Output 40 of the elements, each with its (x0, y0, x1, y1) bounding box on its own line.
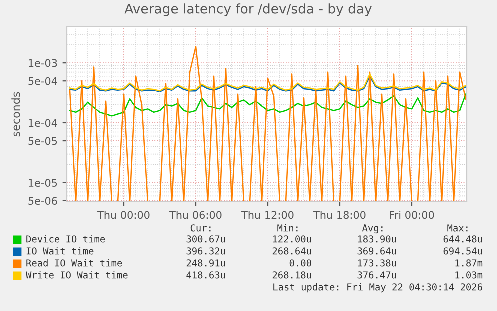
text: 644.48u (444, 236, 482, 243)
text: 300.67u (186, 236, 226, 243)
text: 183.90u (358, 236, 396, 243)
y-tick-label: 1e-03 (29, 59, 58, 68)
chart-title: Average latency for /dev/sda - by day (124, 4, 372, 16)
line-series (69, 46, 467, 202)
y-axis-title: seconds (12, 92, 20, 137)
text: 1.03m (456, 272, 483, 279)
text: 694.54u (444, 248, 482, 255)
x-tick-label: Thu 18:00 (314, 211, 366, 220)
line-series (69, 94, 467, 117)
y-tick-label: 5e-06 (28, 197, 58, 206)
text: Max: (448, 224, 468, 232)
text: 268.18u (272, 272, 312, 279)
x-tick-label: Thu 06:00 (170, 211, 222, 220)
text: Min: (278, 224, 298, 232)
legend-label: Device IO time (26, 235, 106, 243)
legend-label: IO Wait time (26, 247, 94, 255)
text: 376.47u (358, 272, 396, 279)
legend-label: Read IO Wait time (26, 259, 122, 267)
text: 418.63u (186, 272, 226, 279)
x-tick-label: Thu 12:00 (242, 211, 294, 220)
text: 248.91u (186, 260, 226, 267)
x-tick-label: Thu 00:00 (98, 211, 150, 220)
y-tick-label: 5e-04 (28, 77, 58, 86)
text: 1.87m (456, 260, 483, 267)
text: 122.00u (273, 236, 312, 243)
text: 369.64u (358, 248, 396, 255)
x-tick-label: Fri 00:00 (390, 211, 434, 220)
text: 268.64u (272, 248, 312, 255)
text: 173.38u (358, 260, 396, 267)
text: Last update: Fri May 22 04:30:14 2026 (274, 283, 482, 293)
y-tick-label: 5e-05 (28, 137, 58, 146)
text: Avg: (362, 224, 383, 234)
text: Cur: (190, 224, 211, 232)
text: 396.32u (186, 248, 226, 255)
y-tick-label: 1e-05 (29, 179, 58, 188)
legend-label: Write IO Wait time (26, 271, 128, 279)
y-tick-label: 1e-04 (29, 119, 58, 128)
text: 0.00 (290, 260, 312, 267)
